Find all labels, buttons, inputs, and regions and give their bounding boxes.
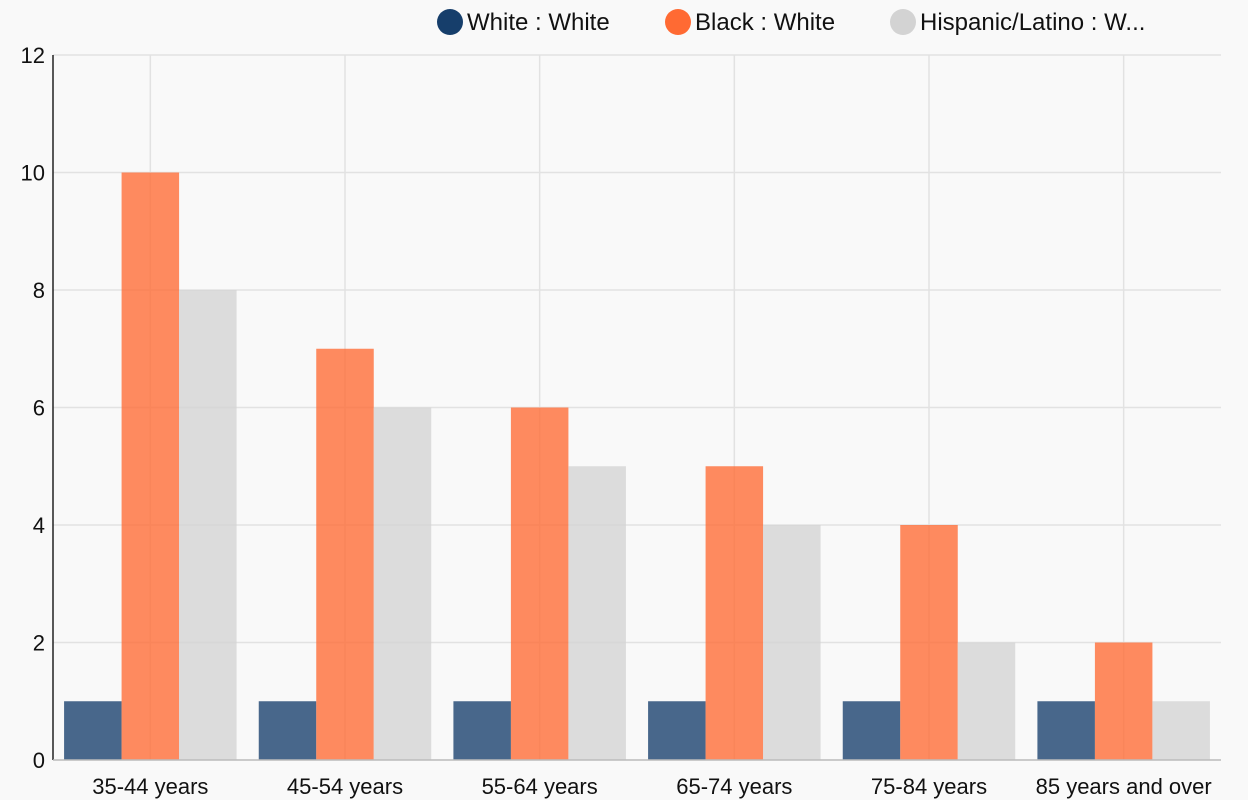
y-tick-label: 6	[33, 396, 45, 421]
legend-label: Hispanic/Latino : W...	[920, 9, 1145, 36]
y-tick-label: 4	[33, 513, 45, 538]
legend[interactable]: White : White Black : White Hispanic/Latin…	[437, 9, 1145, 36]
legend-label: White : White	[467, 9, 610, 36]
legend-swatch	[890, 9, 916, 35]
bars	[64, 172, 1210, 761]
x-tick-label: 85 years and over	[1036, 774, 1212, 799]
bar[interactable]	[842, 701, 901, 760]
x-tick-label: 55-64 years	[482, 774, 598, 799]
bar[interactable]	[258, 701, 317, 760]
legend-label: Black : White	[695, 9, 835, 36]
bar[interactable]	[648, 701, 706, 760]
y-tick-label: 0	[33, 748, 45, 773]
bar[interactable]	[179, 290, 237, 760]
bar[interactable]	[510, 407, 569, 761]
legend-item[interactable]: White : White	[437, 9, 610, 36]
x-tick-label: 75-84 years	[871, 774, 987, 799]
bar[interactable]	[763, 525, 821, 760]
bar[interactable]	[316, 348, 374, 760]
legend-item[interactable]: Hispanic/Latino : W...	[890, 9, 1145, 36]
bar[interactable]	[900, 525, 958, 760]
legend-item[interactable]: Black : White	[665, 9, 835, 36]
y-tick-label: 2	[33, 631, 45, 656]
bar[interactable]	[373, 407, 432, 761]
y-tick-label: 10	[21, 161, 45, 186]
bar[interactable]	[705, 466, 764, 760]
x-tick-label: 35-44 years	[92, 774, 208, 799]
legend-swatch	[437, 9, 463, 35]
bar[interactable]	[64, 701, 122, 760]
bar[interactable]	[453, 701, 511, 760]
bar[interactable]	[568, 466, 626, 760]
axes: 0 2 4 6 8 10 12 35-44 years 45-54 years 55-64 yea…	[21, 43, 1221, 799]
bar[interactable]	[1037, 701, 1095, 760]
bar[interactable]	[957, 642, 1016, 761]
bar[interactable]	[121, 172, 180, 761]
x-tick-label: 65-74 years	[676, 774, 792, 799]
y-tick-label: 12	[21, 43, 45, 68]
bar[interactable]	[1152, 701, 1210, 760]
legend-swatch	[665, 9, 691, 35]
bar[interactable]	[1094, 642, 1153, 761]
y-tick-label: 8	[33, 278, 45, 303]
x-tick-label: 45-54 years	[287, 774, 403, 799]
